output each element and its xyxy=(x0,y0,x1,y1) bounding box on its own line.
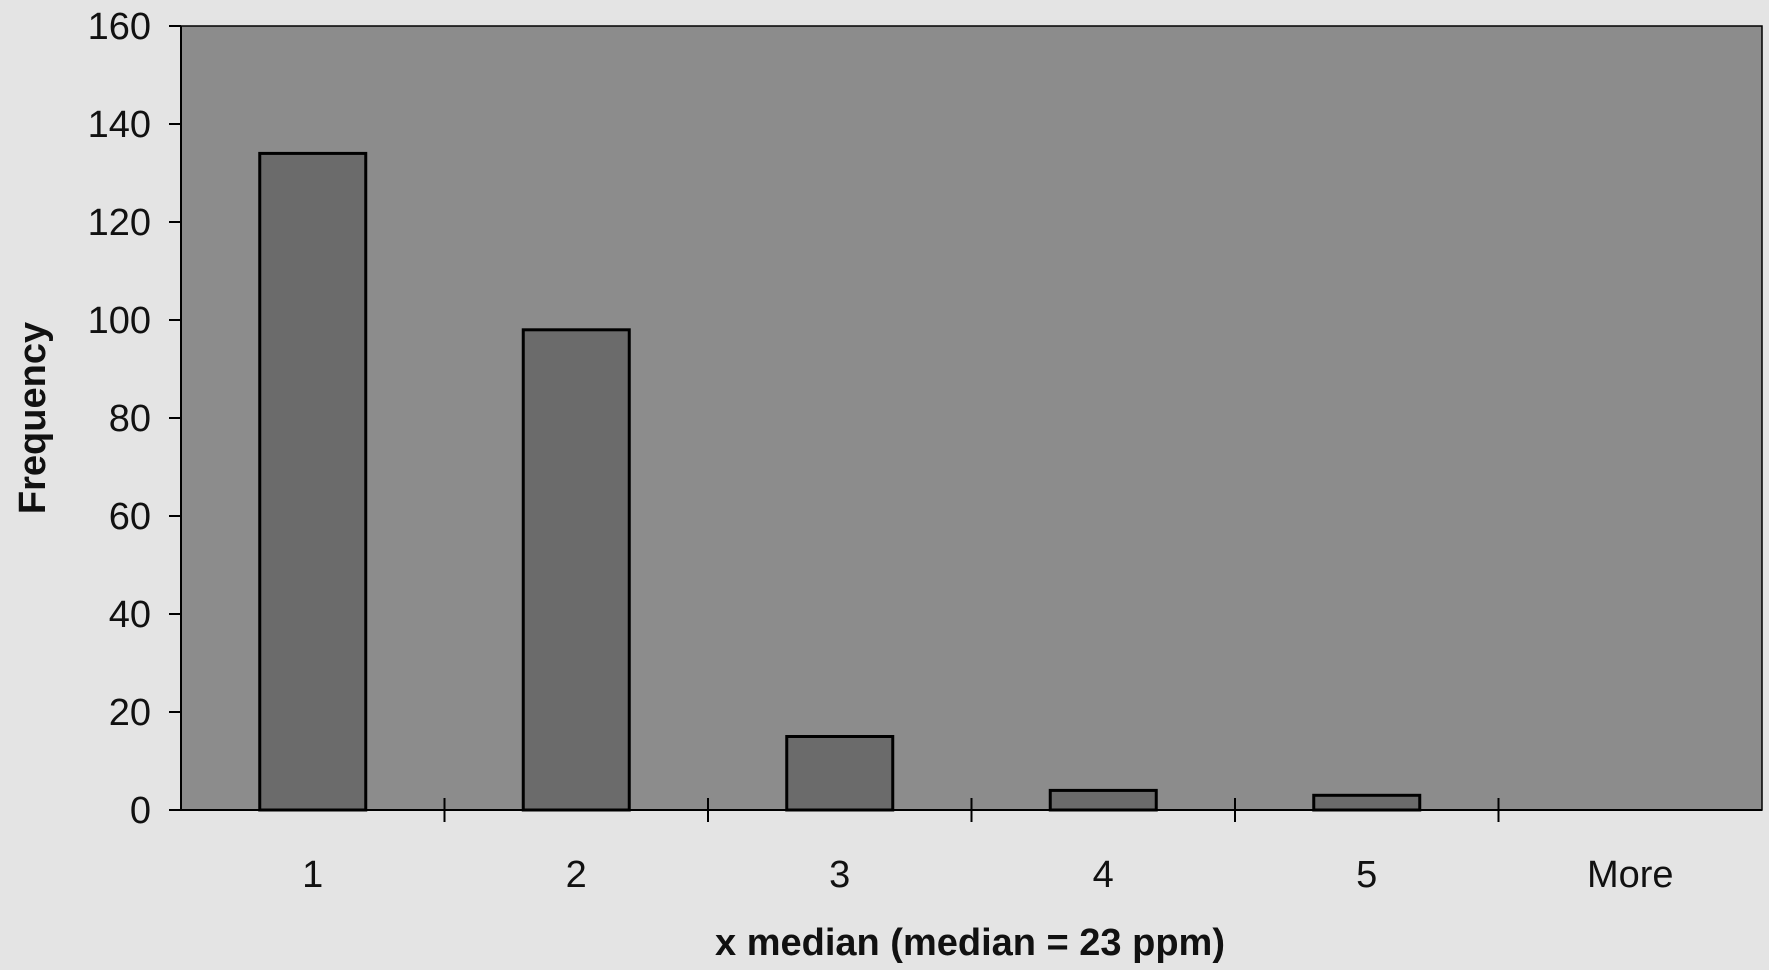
y-tick-label: 80 xyxy=(109,398,151,440)
bar-2 xyxy=(521,328,631,812)
x-tick-label: More xyxy=(1587,854,1674,896)
x-tick-label: 3 xyxy=(829,854,850,896)
y-tick-label: 40 xyxy=(109,594,151,636)
x-tick-label: 5 xyxy=(1356,854,1377,896)
y-axis-title: Frequency xyxy=(12,322,54,514)
bar-group xyxy=(258,151,1422,812)
bar-1 xyxy=(258,151,368,812)
y-tick-label: 160 xyxy=(88,6,151,48)
x-tick-label: 2 xyxy=(566,854,587,896)
y-tick-label: 120 xyxy=(88,202,151,244)
y-tick-group: 0 20 40 60 80 100 120 140 160 xyxy=(88,6,181,832)
x-axis-title: x median (median = 23 ppm) xyxy=(715,922,1225,964)
y-tick-label: 140 xyxy=(88,104,151,146)
bar-4 xyxy=(1048,788,1158,812)
y-tick-label: 100 xyxy=(88,300,151,342)
y-tick-label: 20 xyxy=(109,692,151,734)
bar-3 xyxy=(785,735,895,812)
x-tick-group: 1 2 3 4 5 More xyxy=(302,798,1674,896)
x-tick-label: 1 xyxy=(302,854,323,896)
x-tick-label: 4 xyxy=(1093,854,1114,896)
plot-area xyxy=(180,25,1763,811)
y-tick-label: 0 xyxy=(130,790,151,832)
y-tick-label: 60 xyxy=(109,496,151,538)
bar-5 xyxy=(1312,793,1422,812)
